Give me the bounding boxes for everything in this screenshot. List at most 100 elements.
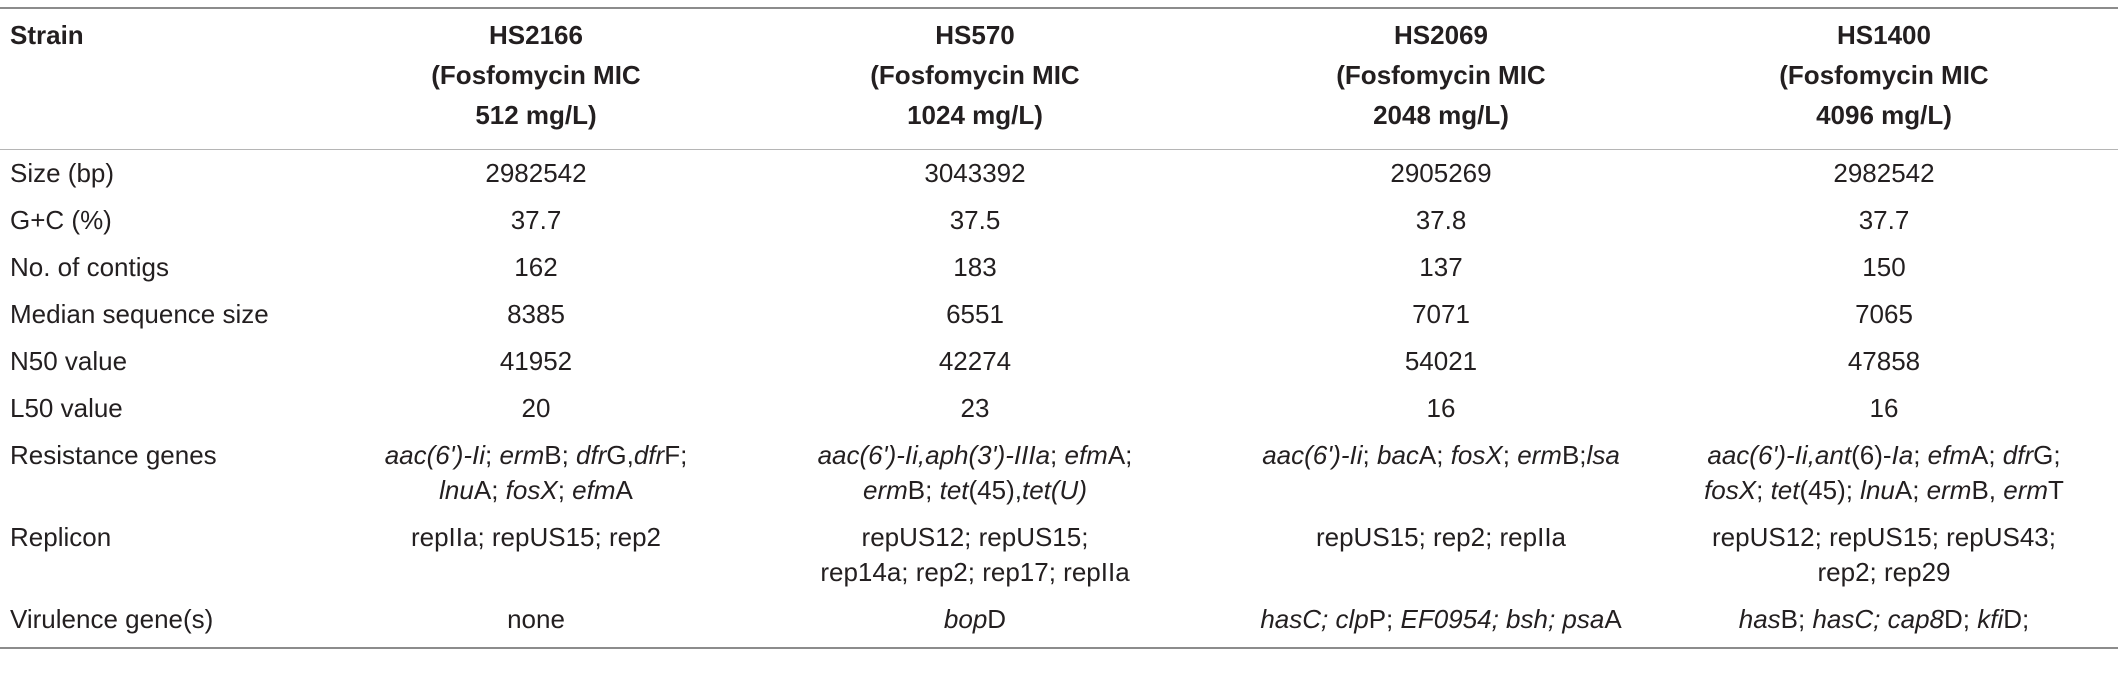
- text-run: efm: [1064, 440, 1108, 470]
- table-cell: 6551: [946, 299, 1004, 329]
- text-run: efm: [572, 475, 616, 505]
- header-row: Strain HS2166 (Fosfomycin MIC 512 mg/L) HS…: [0, 7, 2118, 150]
- text-run: bop: [943, 604, 988, 634]
- row-label: Replicon: [10, 522, 112, 552]
- table-cell: 2982542: [1833, 158, 1935, 188]
- table-cell: 3043392: [924, 158, 1026, 188]
- header-cell: HS2166 (Fosfomycin MIC 512 mg/L): [354, 7, 718, 150]
- text-run: (45),: [968, 475, 1022, 505]
- text-run: B;: [907, 475, 940, 505]
- row-label: Median sequence size: [10, 299, 269, 329]
- text-run: A;: [1418, 440, 1451, 470]
- table-cell: 7071: [1412, 299, 1470, 329]
- table-cell: 183: [953, 252, 997, 282]
- text-run: EF0954; bsh; psa: [1400, 604, 1605, 634]
- table-row: Size (bp) 2982542 3043392 2905269 2982542: [0, 150, 2118, 198]
- table-header: Strain HS2166 (Fosfomycin MIC 512 mg/L) HS…: [0, 7, 2118, 150]
- text-run: aac(6')-Ii,ant: [1707, 440, 1852, 470]
- table-row: N50 value 41952 42274 54021 47858: [0, 338, 2118, 385]
- table-cell: aac(6')-Ii; ermB; dfrG,dfrF; lnuA; fosX;…: [354, 432, 718, 514]
- text-run: A: [1604, 604, 1622, 634]
- text-run: efm: [1927, 440, 1971, 470]
- table-cell: repIIa; repUS15; rep2: [410, 522, 662, 552]
- text-run: erm: [499, 440, 545, 470]
- table-cell: 47858: [1847, 346, 1921, 376]
- text-run: B;: [544, 440, 577, 470]
- text-run: A;: [1894, 475, 1927, 505]
- table-cell: none: [354, 596, 718, 649]
- text-run: dfr: [633, 440, 665, 470]
- row-label: G+C (%): [10, 205, 112, 235]
- text-run: fosX: [1704, 475, 1757, 505]
- text-run: fosX: [1450, 440, 1503, 470]
- text-run: (45);: [1799, 475, 1861, 505]
- header-cell: HS1400 (Fosfomycin MIC 4096 mg/L): [1650, 7, 2118, 150]
- text-run: aac(6')-Ii,aph(3')-IIIa: [817, 440, 1051, 470]
- text-run: ;: [1050, 440, 1065, 470]
- table-cell: 162: [514, 252, 558, 282]
- table-row: G+C (%) 37.7 37.5 37.8 37.7: [0, 197, 2118, 244]
- text-run: ;: [1913, 440, 1928, 470]
- text-run: T: [2048, 475, 2064, 505]
- table-cell: 8385: [507, 299, 565, 329]
- data-table: Strain HS2166 (Fosfomycin MIC 512 mg/L) HS…: [0, 7, 2118, 649]
- table-row: Resistance genes aac(6')-Ii; ermB; dfrG,d…: [0, 432, 2118, 514]
- table-cell: aac(6')-Ii,aph(3')-IIIa; efmA; ermB; tet…: [718, 432, 1232, 514]
- table-cell: 7065: [1855, 299, 1913, 329]
- header-cell: HS2069 (Fosfomycin MIC 2048 mg/L): [1232, 7, 1650, 150]
- text-run: dfr: [576, 440, 607, 470]
- text-run: aac(6')-Ii: [1262, 440, 1363, 470]
- text-run: D: [987, 604, 1007, 634]
- text-run: tet(U): [1021, 475, 1087, 505]
- text-run: Ia: [1891, 440, 1914, 470]
- table-row: Replicon repIIa; repUS15; rep2 repUS12; re…: [0, 514, 2118, 596]
- row-label: N50 value: [10, 346, 128, 376]
- text-run: ;: [557, 475, 573, 505]
- header-cell: HS570 (Fosfomycin MIC 1024 mg/L): [718, 7, 1232, 150]
- text-run: F;: [664, 440, 688, 470]
- text-run: ;: [1362, 440, 1377, 470]
- text-run: bac: [1376, 440, 1419, 470]
- table-cell: 2982542: [485, 158, 587, 188]
- table-cell: 37.8: [1415, 205, 1467, 235]
- header-cell: Strain: [0, 7, 354, 150]
- text-run: D;: [2003, 604, 2030, 634]
- text-run: erm: [1517, 440, 1562, 470]
- table-cell: repUS12; repUS15; repUS43; rep2; rep29: [1712, 522, 2056, 587]
- text-run: D;: [1944, 604, 1978, 634]
- text-run: lnu: [1860, 475, 1895, 505]
- table-cell: 42274: [938, 346, 1012, 376]
- text-run: (6)-: [1851, 440, 1892, 470]
- text-run: erm: [2003, 475, 2049, 505]
- table-cell: 16: [1426, 393, 1456, 423]
- table-row: Median sequence size 8385 6551 7071 7065: [0, 291, 2118, 338]
- text-run: fosX: [505, 475, 558, 505]
- table-cell: 54021: [1404, 346, 1478, 376]
- table-cell: hasB; hasC; cap8D; kfiD;: [1650, 596, 2118, 649]
- table-cell: 137: [1419, 252, 1463, 282]
- table-body: Size (bp) 2982542 3043392 2905269 2982542 G+C…: [0, 150, 2118, 649]
- table-cell: aac(6')-Ii; bacA; fosX; ermB;lsa: [1232, 432, 1650, 514]
- text-run: has: [1738, 604, 1781, 634]
- text-run: aac(6')-Ii: [384, 440, 486, 470]
- text-run: A;: [1971, 440, 2003, 470]
- text-run: lsa: [1586, 440, 1620, 470]
- text-run: P;: [1368, 604, 1401, 634]
- table-cell: 23: [960, 393, 990, 423]
- text-run: dfr: [2002, 440, 2034, 470]
- table-cell: 150: [1862, 252, 1906, 282]
- table-cell: 37.7: [510, 205, 562, 235]
- text-run: A;: [1107, 440, 1133, 470]
- text-run: hasC; clp: [1260, 604, 1369, 634]
- text-run: ;: [1756, 475, 1771, 505]
- text-run: G,: [606, 440, 634, 470]
- table-cell: repUS12; repUS15; rep14a; rep2; rep17; r…: [820, 522, 1130, 587]
- text-run: kfi: [1977, 604, 2004, 634]
- table-cell: repUS15; rep2; repIIa: [1315, 522, 1567, 552]
- table-cell: 2905269: [1390, 158, 1492, 188]
- text-run: B;: [1561, 440, 1587, 470]
- text-run: A;: [473, 475, 506, 505]
- text-run: ;: [1502, 440, 1518, 470]
- text-run: tet: [939, 475, 969, 505]
- table-row: Virulence gene(s) none bopD hasC; clpP; EF0…: [0, 596, 2118, 649]
